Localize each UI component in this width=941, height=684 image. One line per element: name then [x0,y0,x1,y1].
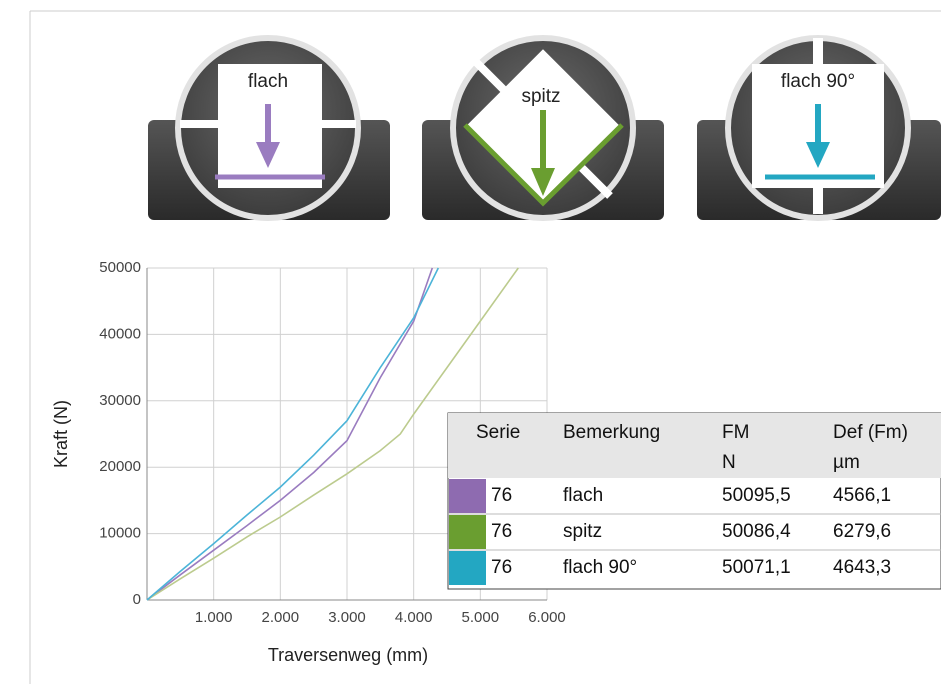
series-line [146,267,434,601]
x-tick-label: 4.000 [395,609,433,626]
table-cell: 76 [491,485,512,506]
table-header: FM [722,422,749,443]
table-cell: 50086,4 [722,521,791,542]
fixture-label: spitz [521,86,560,107]
table-cell: 76 [491,557,512,578]
x-tick-label: 6.000 [528,609,566,626]
x-tick-label: 3.000 [328,609,366,626]
table-cell: spitz [563,521,602,542]
fixture-flach-90: flach 90° [697,35,941,221]
table-cell: 76 [491,521,512,542]
series-line [146,267,440,601]
x-tick-label: 2.000 [262,609,300,626]
table-header: Bemerkung [563,422,660,443]
y-axis-label: Kraft (N) [51,400,71,468]
fixture-label: flach 90° [781,71,855,92]
y-tick-label: 20000 [99,458,141,475]
table-unit: N [722,452,736,473]
table-cell: 4566,1 [833,485,891,506]
table-cell: 4643,3 [833,557,891,578]
swatch [449,515,486,549]
y-tick-label: 40000 [99,325,141,342]
table-header: Def (Fm) [833,422,908,443]
fixture-label: flach [248,71,288,92]
table-cell: 50071,1 [722,557,791,578]
table-cell: flach 90° [563,557,637,578]
series-line [146,267,519,601]
fixture-spitz: spitz [422,35,664,221]
table-unit: µm [833,452,860,473]
table-cell: 6279,6 [833,521,891,542]
x-tick-label: 1.000 [195,609,233,626]
x-tick-label: 5.000 [462,609,500,626]
table-cell: 50095,5 [722,485,791,506]
x-axis-label: Traversenweg (mm) [268,645,428,665]
swatch [449,479,486,513]
table-cell: flach [563,485,603,506]
y-tick-label: 50000 [99,259,141,276]
swatch [449,551,486,585]
table-header-bg [448,413,941,478]
y-tick-label: 10000 [99,525,141,542]
y-tick-label: 0 [133,591,141,608]
table-header: Serie [476,422,520,443]
fixture-flach: flach [148,35,390,221]
y-tick-label: 30000 [99,392,141,409]
